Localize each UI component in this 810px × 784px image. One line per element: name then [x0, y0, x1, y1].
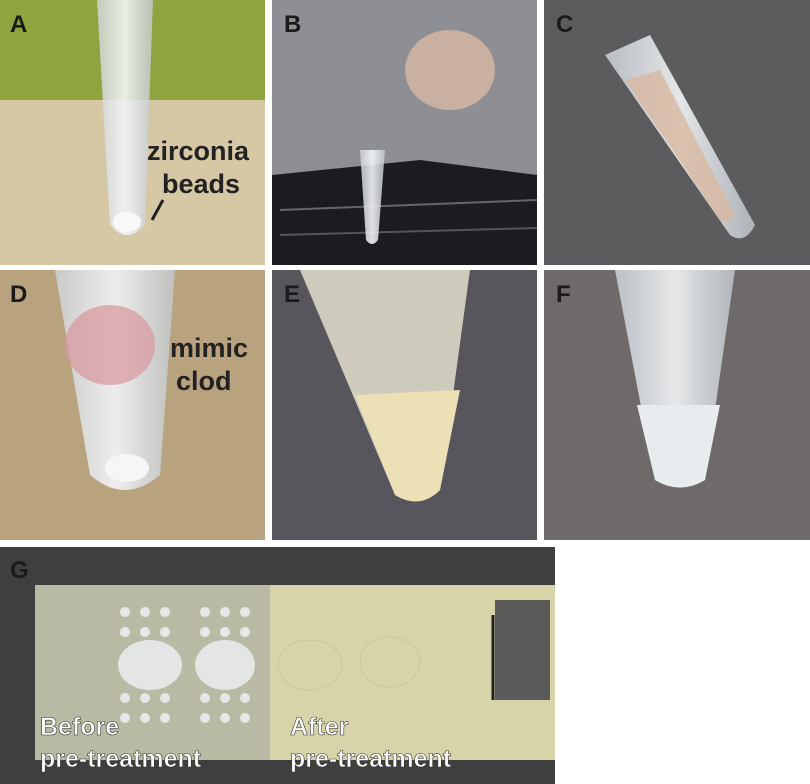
hair [405, 30, 495, 110]
liquid [355, 390, 460, 502]
section [118, 640, 182, 690]
panel-label: F [556, 281, 571, 308]
rod [279, 227, 538, 236]
panel-label: E [284, 281, 300, 308]
panel-label: A [10, 11, 27, 38]
panel-label: G [10, 557, 29, 584]
tube [97, 0, 153, 235]
label-tape [495, 600, 550, 700]
hair [625, 70, 735, 222]
panel-b: B [272, 0, 538, 265]
panel-c: C [544, 0, 810, 265]
panel-a: A zirconia beads [0, 0, 265, 265]
annotation: zirconia [147, 136, 250, 166]
panel-g: G Before pre-treatment After pre-treatme… [0, 547, 555, 784]
section [277, 639, 343, 691]
clod [65, 305, 155, 385]
dots [120, 607, 250, 723]
annotation: mimic [170, 333, 248, 363]
section [195, 640, 255, 690]
caption: After [290, 713, 349, 741]
caption: Before [40, 713, 119, 741]
panel-f: F [544, 270, 810, 540]
background [272, 160, 537, 265]
panel-e: E [272, 270, 537, 540]
panel-label: D [10, 281, 27, 308]
panel-label: C [556, 11, 573, 38]
panel-d: D mimic clod [0, 270, 265, 540]
annotation: beads [162, 169, 240, 199]
caption: pre-treatment [40, 745, 202, 773]
tube [360, 150, 385, 244]
liquid [637, 405, 720, 488]
beads [113, 212, 141, 232]
pointer [150, 199, 165, 221]
caption: pre-treatment [290, 745, 452, 773]
annotation: clod [176, 366, 232, 396]
rod [279, 199, 538, 211]
beads [105, 454, 149, 482]
panel-label: B [284, 11, 301, 38]
section [359, 636, 421, 688]
